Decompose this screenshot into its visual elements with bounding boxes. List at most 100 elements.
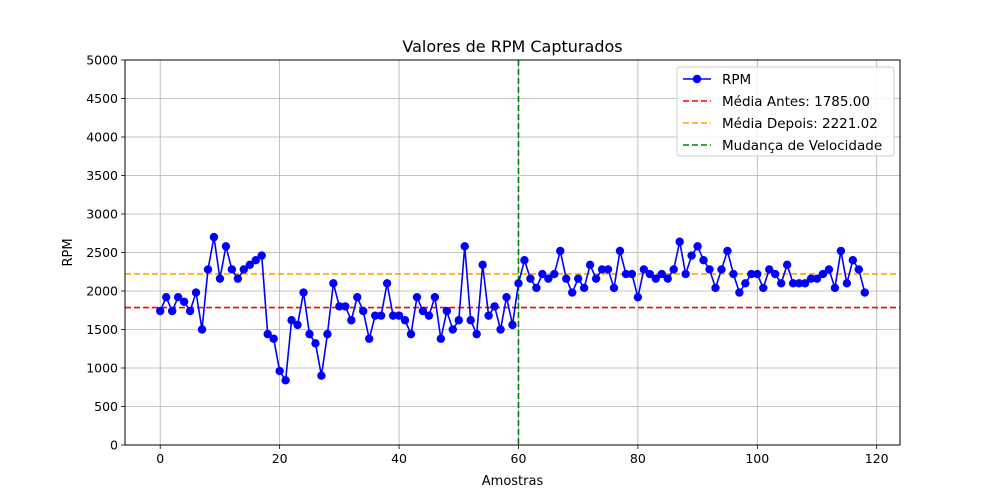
rpm-point xyxy=(329,279,338,288)
rpm-point xyxy=(341,302,350,311)
rpm-point xyxy=(197,325,207,334)
rpm-point xyxy=(167,306,177,316)
rpm-point xyxy=(544,274,553,283)
x-tick-label: 20 xyxy=(272,451,288,466)
rpm-point xyxy=(579,283,589,293)
y-tick-label: 4000 xyxy=(86,130,118,145)
rpm-point xyxy=(442,306,452,316)
rpm-point xyxy=(400,316,410,325)
legend-marker xyxy=(692,74,702,84)
rpm-point xyxy=(287,316,296,325)
x-tick-label: 0 xyxy=(156,451,164,466)
rpm-point xyxy=(532,283,541,293)
rpm-point xyxy=(156,306,165,316)
rpm-point xyxy=(615,246,625,256)
rpm-point xyxy=(806,274,816,283)
rpm-point xyxy=(699,256,708,265)
rpm-point xyxy=(245,260,254,270)
rpm-point xyxy=(215,274,225,283)
rpm-point xyxy=(717,265,726,274)
rpm-point xyxy=(848,256,858,265)
rpm-point xyxy=(472,329,481,339)
rpm-point xyxy=(729,269,738,279)
rpm-point xyxy=(651,274,660,283)
x-tick-label: 80 xyxy=(630,451,646,466)
rpm-point xyxy=(609,283,619,293)
rpm-point xyxy=(842,279,852,288)
y-tick-label: 1500 xyxy=(86,322,118,337)
rpm-point xyxy=(788,279,798,288)
rpm-point xyxy=(502,292,511,302)
rpm-point xyxy=(490,302,499,311)
rpm-point xyxy=(663,274,672,283)
legend-label: RPM xyxy=(722,72,751,88)
y-axis-ticks: 0 500 1000 1500 2000 2500 3000 3500 4000 4500 5000 xyxy=(86,53,125,453)
rpm-point xyxy=(382,279,392,288)
rpm-point xyxy=(705,265,714,274)
rpm-point xyxy=(723,246,732,256)
rpm-point xyxy=(263,329,272,339)
rpm-point xyxy=(418,306,428,316)
rpm-point xyxy=(227,265,237,274)
y-tick-label: 3000 xyxy=(86,207,118,222)
y-tick-label: 2500 xyxy=(86,245,118,260)
legend-label: Média Antes: 1785.00 xyxy=(722,94,870,110)
rpm-point xyxy=(711,283,720,293)
rpm-point xyxy=(508,320,517,330)
rpm-point xyxy=(836,246,846,256)
rpm-point xyxy=(771,269,780,279)
rpm-point xyxy=(359,306,368,316)
rpm-point xyxy=(693,242,702,251)
rpm-point xyxy=(353,292,362,302)
rpm-point xyxy=(633,292,643,302)
y-axis-title: RPM xyxy=(61,238,76,266)
legend-label: Mudança de Velocidade xyxy=(722,138,882,154)
rpm-point xyxy=(550,269,559,279)
rpm-point xyxy=(794,279,804,288)
rpm-point xyxy=(562,274,571,283)
rpm-point xyxy=(627,269,637,279)
rpm-point xyxy=(323,329,332,339)
rpm-point xyxy=(406,329,416,339)
y-tick-label: 1000 xyxy=(86,361,118,376)
rpm-point xyxy=(162,292,171,302)
rpm-point xyxy=(335,302,344,311)
rpm-point xyxy=(538,269,547,279)
rpm-point xyxy=(759,283,768,293)
rpm-point xyxy=(281,376,290,385)
y-tick-label: 3500 xyxy=(86,168,118,183)
rpm-point xyxy=(394,311,404,320)
rpm-series xyxy=(156,232,869,385)
rpm-point xyxy=(209,232,219,242)
rpm-point xyxy=(639,265,649,274)
rpm-point xyxy=(735,288,744,297)
rpm-point xyxy=(388,311,398,320)
x-tick-label: 120 xyxy=(865,451,889,466)
rpm-point xyxy=(800,279,810,288)
rpm-point xyxy=(526,274,535,283)
rpm-point xyxy=(233,274,243,283)
rpm-point xyxy=(645,269,655,279)
rpm-point xyxy=(657,269,666,279)
rpm-point xyxy=(687,251,696,260)
rpm-point xyxy=(203,265,213,274)
rpm-point xyxy=(436,334,446,343)
rpm-point xyxy=(556,246,565,256)
rpm-point xyxy=(860,288,869,297)
reference-lines xyxy=(125,60,900,445)
rpm-point xyxy=(621,269,631,279)
chart-title: Valores de RPM Capturados xyxy=(402,37,622,56)
rpm-point xyxy=(747,269,756,279)
rpm-point xyxy=(765,265,774,274)
rpm-point xyxy=(448,325,457,334)
rpm-point xyxy=(191,288,201,297)
rpm-point xyxy=(269,334,278,343)
rpm-point xyxy=(293,320,302,330)
rpm-point xyxy=(311,339,320,348)
rpm-point xyxy=(854,265,863,274)
rpm-point xyxy=(520,256,529,265)
rpm-point xyxy=(179,297,189,306)
rpm-point xyxy=(317,371,326,380)
rpm-point xyxy=(454,316,463,325)
